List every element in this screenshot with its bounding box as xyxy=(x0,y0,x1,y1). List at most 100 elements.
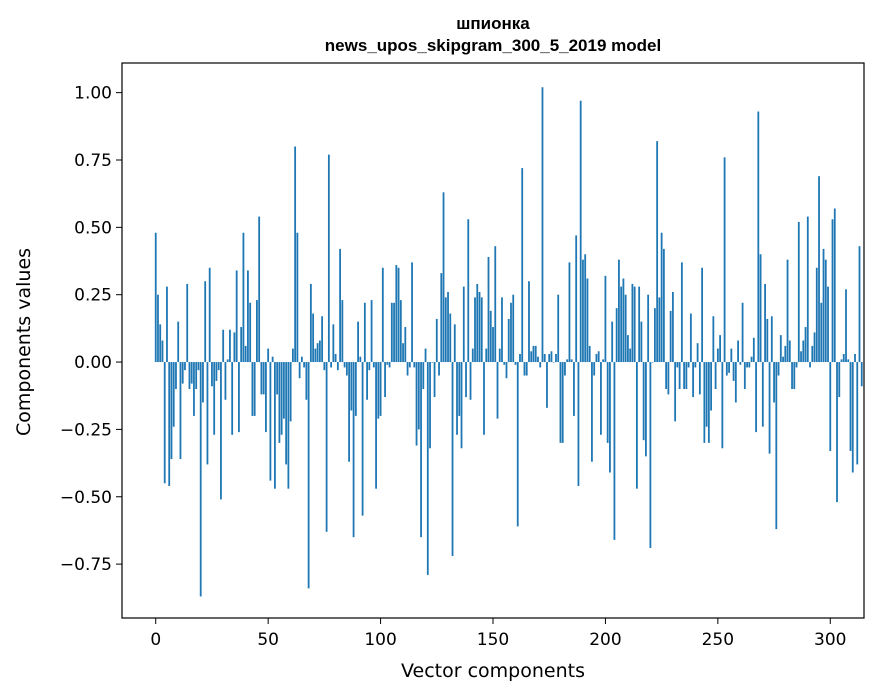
bar xyxy=(620,286,623,363)
bar xyxy=(516,362,519,527)
bar xyxy=(357,321,359,363)
y-tick-label: −0.75 xyxy=(60,555,112,575)
bar xyxy=(662,248,665,363)
bar xyxy=(303,362,306,368)
bar xyxy=(757,111,760,363)
bar xyxy=(651,362,654,363)
bar xyxy=(253,362,256,416)
bar xyxy=(739,362,742,365)
bar xyxy=(312,313,315,363)
bar xyxy=(541,87,544,363)
bar xyxy=(334,353,337,363)
bar xyxy=(800,351,802,363)
bar xyxy=(505,362,508,379)
bar xyxy=(258,216,261,363)
y-tick-label: 1.00 xyxy=(74,84,112,104)
bar xyxy=(213,362,216,435)
bar xyxy=(523,362,526,376)
bar xyxy=(440,273,443,363)
bar xyxy=(492,327,494,363)
bar xyxy=(701,267,704,363)
bar xyxy=(577,362,580,486)
bar xyxy=(678,362,681,389)
bar xyxy=(267,348,270,363)
bar xyxy=(557,294,560,363)
bar xyxy=(388,362,391,368)
bar xyxy=(858,246,861,363)
bar xyxy=(851,362,854,473)
bar xyxy=(336,362,339,371)
bar xyxy=(179,362,182,460)
bar xyxy=(737,340,739,363)
bar xyxy=(231,362,234,435)
bar xyxy=(636,362,638,489)
bar xyxy=(631,283,634,363)
bar xyxy=(514,362,517,365)
bar xyxy=(728,362,730,373)
bar xyxy=(154,232,157,363)
bar xyxy=(773,362,775,403)
bar xyxy=(325,362,328,532)
bar xyxy=(501,297,503,363)
bar xyxy=(233,332,236,363)
bar xyxy=(377,362,380,419)
bar xyxy=(579,100,582,363)
bar xyxy=(606,362,609,443)
bar xyxy=(685,362,688,389)
bar xyxy=(163,362,166,484)
bar xyxy=(204,281,207,363)
bar xyxy=(159,324,162,363)
bar xyxy=(229,329,231,363)
bar xyxy=(586,278,589,363)
bar xyxy=(546,362,548,408)
bar xyxy=(429,362,431,449)
bar xyxy=(838,362,841,398)
bar xyxy=(498,348,501,363)
bar xyxy=(402,343,404,363)
bar xyxy=(471,348,474,363)
bar xyxy=(404,327,407,363)
bar xyxy=(316,343,319,363)
bar xyxy=(318,340,321,363)
bar xyxy=(442,192,445,363)
bar xyxy=(465,362,467,398)
bar xyxy=(478,292,481,363)
bar xyxy=(537,356,539,363)
y-axis-label: Components values xyxy=(13,248,35,436)
bar xyxy=(591,362,593,462)
bar xyxy=(307,362,310,589)
bar xyxy=(761,362,764,427)
bar xyxy=(476,283,479,363)
bar xyxy=(822,248,825,363)
bar xyxy=(593,362,596,376)
bar xyxy=(447,292,449,363)
bar xyxy=(395,265,398,363)
bar xyxy=(689,313,692,363)
bar xyxy=(483,362,485,435)
bar xyxy=(451,362,454,557)
bar xyxy=(836,362,838,503)
bar xyxy=(309,283,312,363)
bar xyxy=(775,362,778,530)
bar xyxy=(193,362,195,416)
bar xyxy=(674,362,677,422)
bar xyxy=(768,362,771,454)
bar xyxy=(705,362,708,427)
bar xyxy=(199,362,202,597)
bar xyxy=(719,335,721,363)
bar xyxy=(640,321,643,363)
bar xyxy=(611,321,614,363)
bar xyxy=(609,362,611,473)
bar xyxy=(444,297,447,363)
bar xyxy=(269,362,272,481)
x-tick-label: 150 xyxy=(477,630,509,650)
bar xyxy=(323,362,326,371)
bar xyxy=(600,362,602,435)
bar xyxy=(809,362,811,368)
bar xyxy=(485,348,488,363)
x-tick-label: 300 xyxy=(814,630,846,650)
bar xyxy=(456,362,458,435)
bar xyxy=(278,362,281,443)
